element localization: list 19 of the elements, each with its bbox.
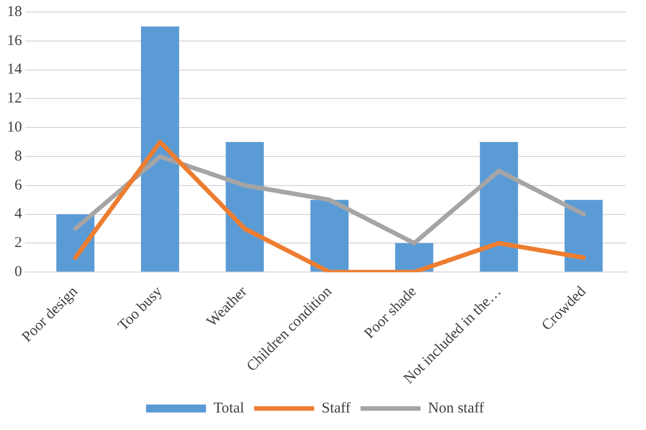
y-tick-label: 0 — [14, 264, 22, 280]
y-tick-label: 14 — [7, 62, 22, 78]
legend-label: Staff — [322, 400, 351, 416]
y-tick-label: 2 — [14, 235, 22, 252]
legend-label: Total — [214, 400, 244, 416]
x-tick-label: Too busy — [115, 283, 166, 334]
y-tick-label: 18 — [7, 4, 22, 20]
bar — [480, 142, 518, 272]
y-tick-label: 10 — [7, 120, 22, 136]
bar — [310, 200, 349, 272]
y-tick-label: 12 — [7, 90, 22, 107]
y-tick-label: 4 — [14, 206, 22, 222]
y-tick-label: 6 — [14, 177, 22, 194]
y-tick-label: 8 — [14, 148, 22, 164]
bar — [564, 200, 603, 272]
bar — [226, 142, 264, 272]
legend-label: Non staff — [428, 400, 484, 416]
bar — [141, 26, 180, 272]
y-tick-label: 16 — [7, 32, 22, 49]
